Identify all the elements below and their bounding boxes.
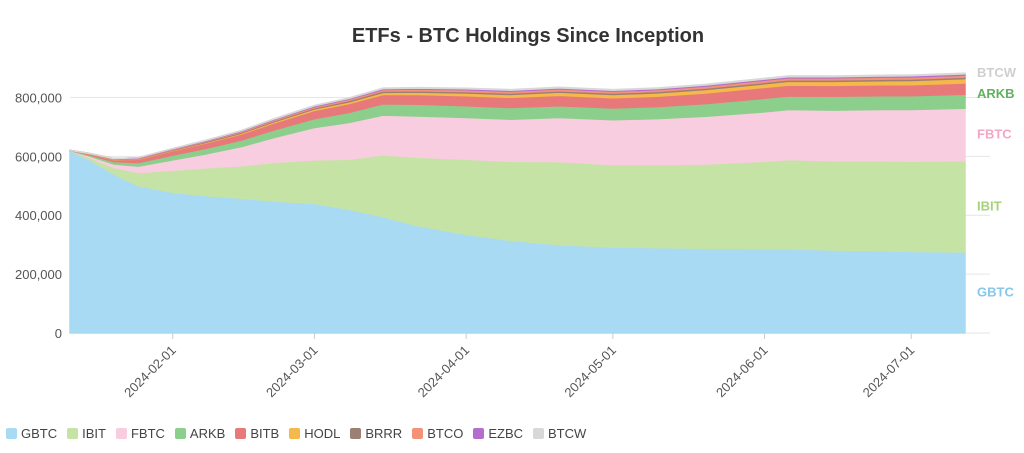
legend-swatch (115, 428, 127, 439)
x-tick-label: 2024-06-01 (713, 343, 771, 401)
legend-item-gbtc[interactable]: GBTC (6, 426, 57, 441)
legend-label: FBTC (130, 426, 165, 441)
x-tick-label: 2024-05-01 (561, 343, 619, 401)
legend-swatch (289, 428, 301, 439)
end-label-arkb: ARKB (977, 86, 1015, 101)
stacked-areas (69, 72, 966, 334)
legend-label: ARKB (189, 426, 226, 441)
legend-item-fbtc[interactable]: FBTC (115, 426, 165, 441)
legend-swatch (412, 428, 424, 439)
legend-swatch (174, 428, 186, 439)
y-tick-label: 800,000 (15, 90, 62, 105)
end-label-fbtc: FBTC (977, 127, 1012, 142)
y-tick-label: 200,000 (15, 267, 62, 282)
legend: GBTC IBIT FBTC ARKB BITB HODL BRRR BTCO EZBC BTCW (6, 426, 586, 441)
legend-label: GBTC (21, 426, 58, 441)
end-label-gbtc: GBTC (977, 285, 1014, 300)
legend-label: BRRR (365, 426, 403, 441)
x-tick-label: 2024-04-01 (415, 343, 473, 401)
legend-item-brrr[interactable]: BRRR (350, 426, 402, 441)
end-label-btcw: BTCW (977, 65, 1017, 80)
legend-swatch (67, 428, 79, 439)
legend-item-hodl[interactable]: HODL (289, 426, 340, 441)
legend-item-btco[interactable]: BTCO (412, 426, 463, 441)
series-end-labels: BTCW ARKB FBTC IBIT GBTC (977, 65, 1017, 299)
end-label-ibit: IBIT (977, 198, 1002, 213)
legend-label: HODL (304, 426, 341, 441)
legend-label: BTCO (427, 426, 464, 441)
legend-label: EZBC (488, 426, 523, 441)
legend-swatch (533, 428, 544, 439)
y-tick-label: 0 (55, 326, 62, 341)
legend-label: IBIT (82, 426, 106, 441)
x-tick-label: 2024-02-01 (121, 343, 179, 401)
y-tick-label: 600,000 (15, 149, 62, 164)
legend-swatch (6, 428, 17, 439)
x-tick-label: 2024-03-01 (263, 343, 321, 401)
area-btcw[interactable] (69, 72, 966, 160)
legend-label: BITB (250, 426, 280, 441)
legend-item-arkb[interactable]: ARKB (174, 426, 226, 441)
legend-item-btcw[interactable]: BTCW (533, 426, 586, 441)
legend-item-ezbc[interactable]: EZBC (473, 426, 523, 441)
legend-label: BTCW (548, 426, 587, 441)
legend-swatch (350, 428, 362, 439)
x-tick-label: 2024-07-01 (860, 343, 918, 401)
legend-swatch (235, 428, 247, 439)
chart-title: ETFs - BTC Holdings Since Inception (352, 25, 704, 47)
legend-item-bitb[interactable]: BITB (235, 426, 279, 441)
legend-item-ibit[interactable]: IBIT (67, 426, 106, 441)
legend-swatch (473, 428, 485, 439)
y-tick-label: 400,000 (15, 208, 62, 223)
